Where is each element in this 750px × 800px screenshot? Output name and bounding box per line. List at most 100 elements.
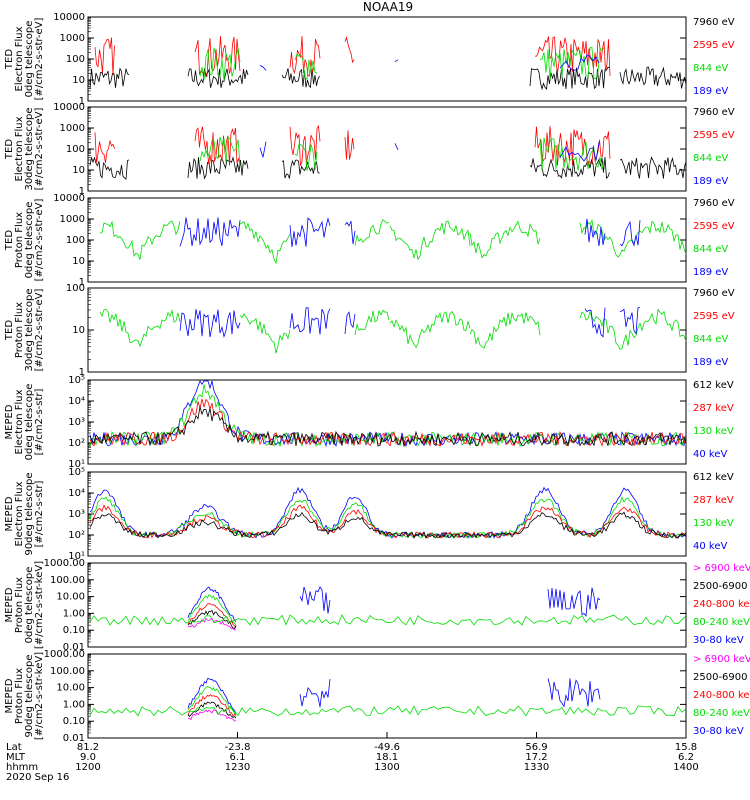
x-tick-label-mlt: 9.0 [80,752,96,763]
y-tick-label: 100 [66,144,85,155]
y-axis-label-line: 0deg telescope [24,384,35,461]
panel-5: 10¹ 10² 10³ 10⁴ 10⁵ MEPEDElectron Flux0deg te… [4,375,734,470]
y-axis-label: TEDProton Flux30deg telescope[#/cm2-s-st… [4,288,45,371]
y-tick-label: 0.01 [63,642,85,653]
y-axis-label: TEDElectron Flux30deg telescope[#/cm2-s-… [4,107,45,190]
legend-entry: 287 keV [693,495,734,506]
y-axis-label-line: 90deg telescope [24,654,35,737]
x-tick-label-hhmm: 1230 [225,762,250,773]
legend-entry: 844 eV [693,244,728,255]
series-trace [89,705,687,717]
y-axis-label-line: Proton Flux [14,668,25,724]
y-axis-label: MEPEDElectron Flux90deg telescope[#/cm2-… [4,472,45,555]
series-trace [187,594,237,627]
y-axis-label-line: TED [4,230,15,251]
y-tick-label: 1000 [60,33,85,44]
y-tick-label: 10⁴ [68,488,85,499]
y-tick-label: 100 [66,283,85,294]
panel-2: 1 10 100 1000 10000 TEDElectron Flux30deg tel… [4,102,735,197]
series-trace [89,511,687,539]
legend-entry: 130 keV [693,518,734,529]
y-tick-label: 10¹ [68,551,85,562]
legend-entry: 287 keV [693,403,734,414]
y-tick-label: 10 [72,325,85,336]
legend-entry: 189 eV [693,267,728,278]
series-trace [94,36,611,78]
legend-entry: 7960 eV [693,17,735,28]
y-tick-label: 10000 [53,193,85,204]
series-trace [199,136,605,171]
y-axis-label-line: Proton Flux [14,212,25,268]
y-tick-label: 1 [79,277,85,288]
x-tick-label-lat: -23.8 [225,742,251,753]
y-tick-label: 100.00 [50,575,85,586]
series-trace [299,586,601,617]
y-tick-label: 0.10 [63,716,85,727]
y-axis-label-line: 30deg telescope [24,288,35,371]
panel-frame [87,562,687,648]
panel-7: 0.010.101.0010.00100.001000.00MEPEDProto… [4,558,750,653]
y-axis-label-line: Electron Flux [14,389,25,454]
series-trace [89,156,687,180]
series-trace [187,686,237,717]
y-tick-label: 1 [79,96,85,107]
legend-entry: 130 keV [693,426,734,437]
x-tick-label-mlt: 18.1 [376,752,398,763]
y-tick-label: 10.00 [56,592,85,603]
date-label: 2020 Sep 16 [6,772,69,783]
series-trace [299,678,601,708]
y-axis-label-line: Electron Flux [14,26,25,91]
y-tick-label: 10.00 [56,683,85,694]
legend-entry: > 6900 keV [693,654,750,665]
y-tick-label: 10 [72,75,85,86]
x-tick-label-lat: -49.6 [374,742,400,753]
y-tick-label: 0.10 [63,625,85,636]
x-tick-label-mlt: 6.2 [678,752,694,763]
panel-6: 10¹ 10² 10³ 10⁴ 10⁵ MEPEDElectron Flux90deg t… [4,467,734,562]
series-trace [259,54,600,71]
panel-6-series [89,486,687,539]
y-tick-label: 1000 [60,214,85,225]
y-tick-label: 1 [79,186,85,197]
legend-entry: 240-800 keV [693,690,750,701]
panel-frame [87,16,687,102]
y-tick-label: 10³ [68,509,85,520]
x-tick-label-lat: 15.8 [675,742,697,753]
x-tick-label-mlt: 17.2 [525,752,547,763]
legend-entry: 844 eV [693,153,728,164]
y-axis-label: TEDElectron Flux0deg telescope[#/cm2-s-s… [4,18,45,101]
x-tick-label-hhmm: 1300 [374,762,399,773]
y-axis-label: MEPEDProton Flux0deg telescope[#/cm2-s-s… [4,561,45,649]
y-axis-label: MEPEDProton Flux90deg telescope[#/cm2-s-… [4,652,45,740]
y-axis-label-line: MEPED [4,678,15,713]
legend-entry: 80-240 keV [693,617,750,628]
y-tick-label: 1.00 [63,699,85,710]
series-trace [187,678,237,714]
panel-frame [87,471,687,557]
panel-2-series [89,124,687,180]
series-trace [89,406,687,448]
y-tick-label: 1000 [60,123,85,134]
y-tick-label: 10² [68,530,85,541]
legend-entry: 2500-6900 [693,581,748,592]
legend-entry: 189 eV [693,86,728,97]
series-trace [99,308,687,354]
y-axis-label-line: Electron Flux [14,116,25,181]
series-trace [179,307,641,338]
y-tick-label: 10000 [53,102,85,113]
y-axis-label-line: [#/cm2-s-str-keV] [34,561,45,649]
legend-entry: 30-80 keV [693,726,744,737]
x-row-label: Lat [6,742,22,753]
panel-8-series [89,678,687,722]
y-tick-label: 1000.00 [44,558,85,569]
legend-entry: 612 keV [693,472,734,483]
legend-entry: 2500-6900 [693,672,748,683]
panel-4: 1 10 100 TEDProton Flux30deg telescope[#/cm… [4,283,735,378]
panel-1: 1 10 100 1000 10000 TEDElectron Flux0deg tele… [4,12,735,107]
y-axis-label: MEPEDElectron Flux0deg telescope[#/cm2-s… [4,384,45,461]
panel-frame [87,653,687,739]
legend-entry: 7960 eV [693,107,735,118]
legend-entry: 612 keV [693,380,734,391]
